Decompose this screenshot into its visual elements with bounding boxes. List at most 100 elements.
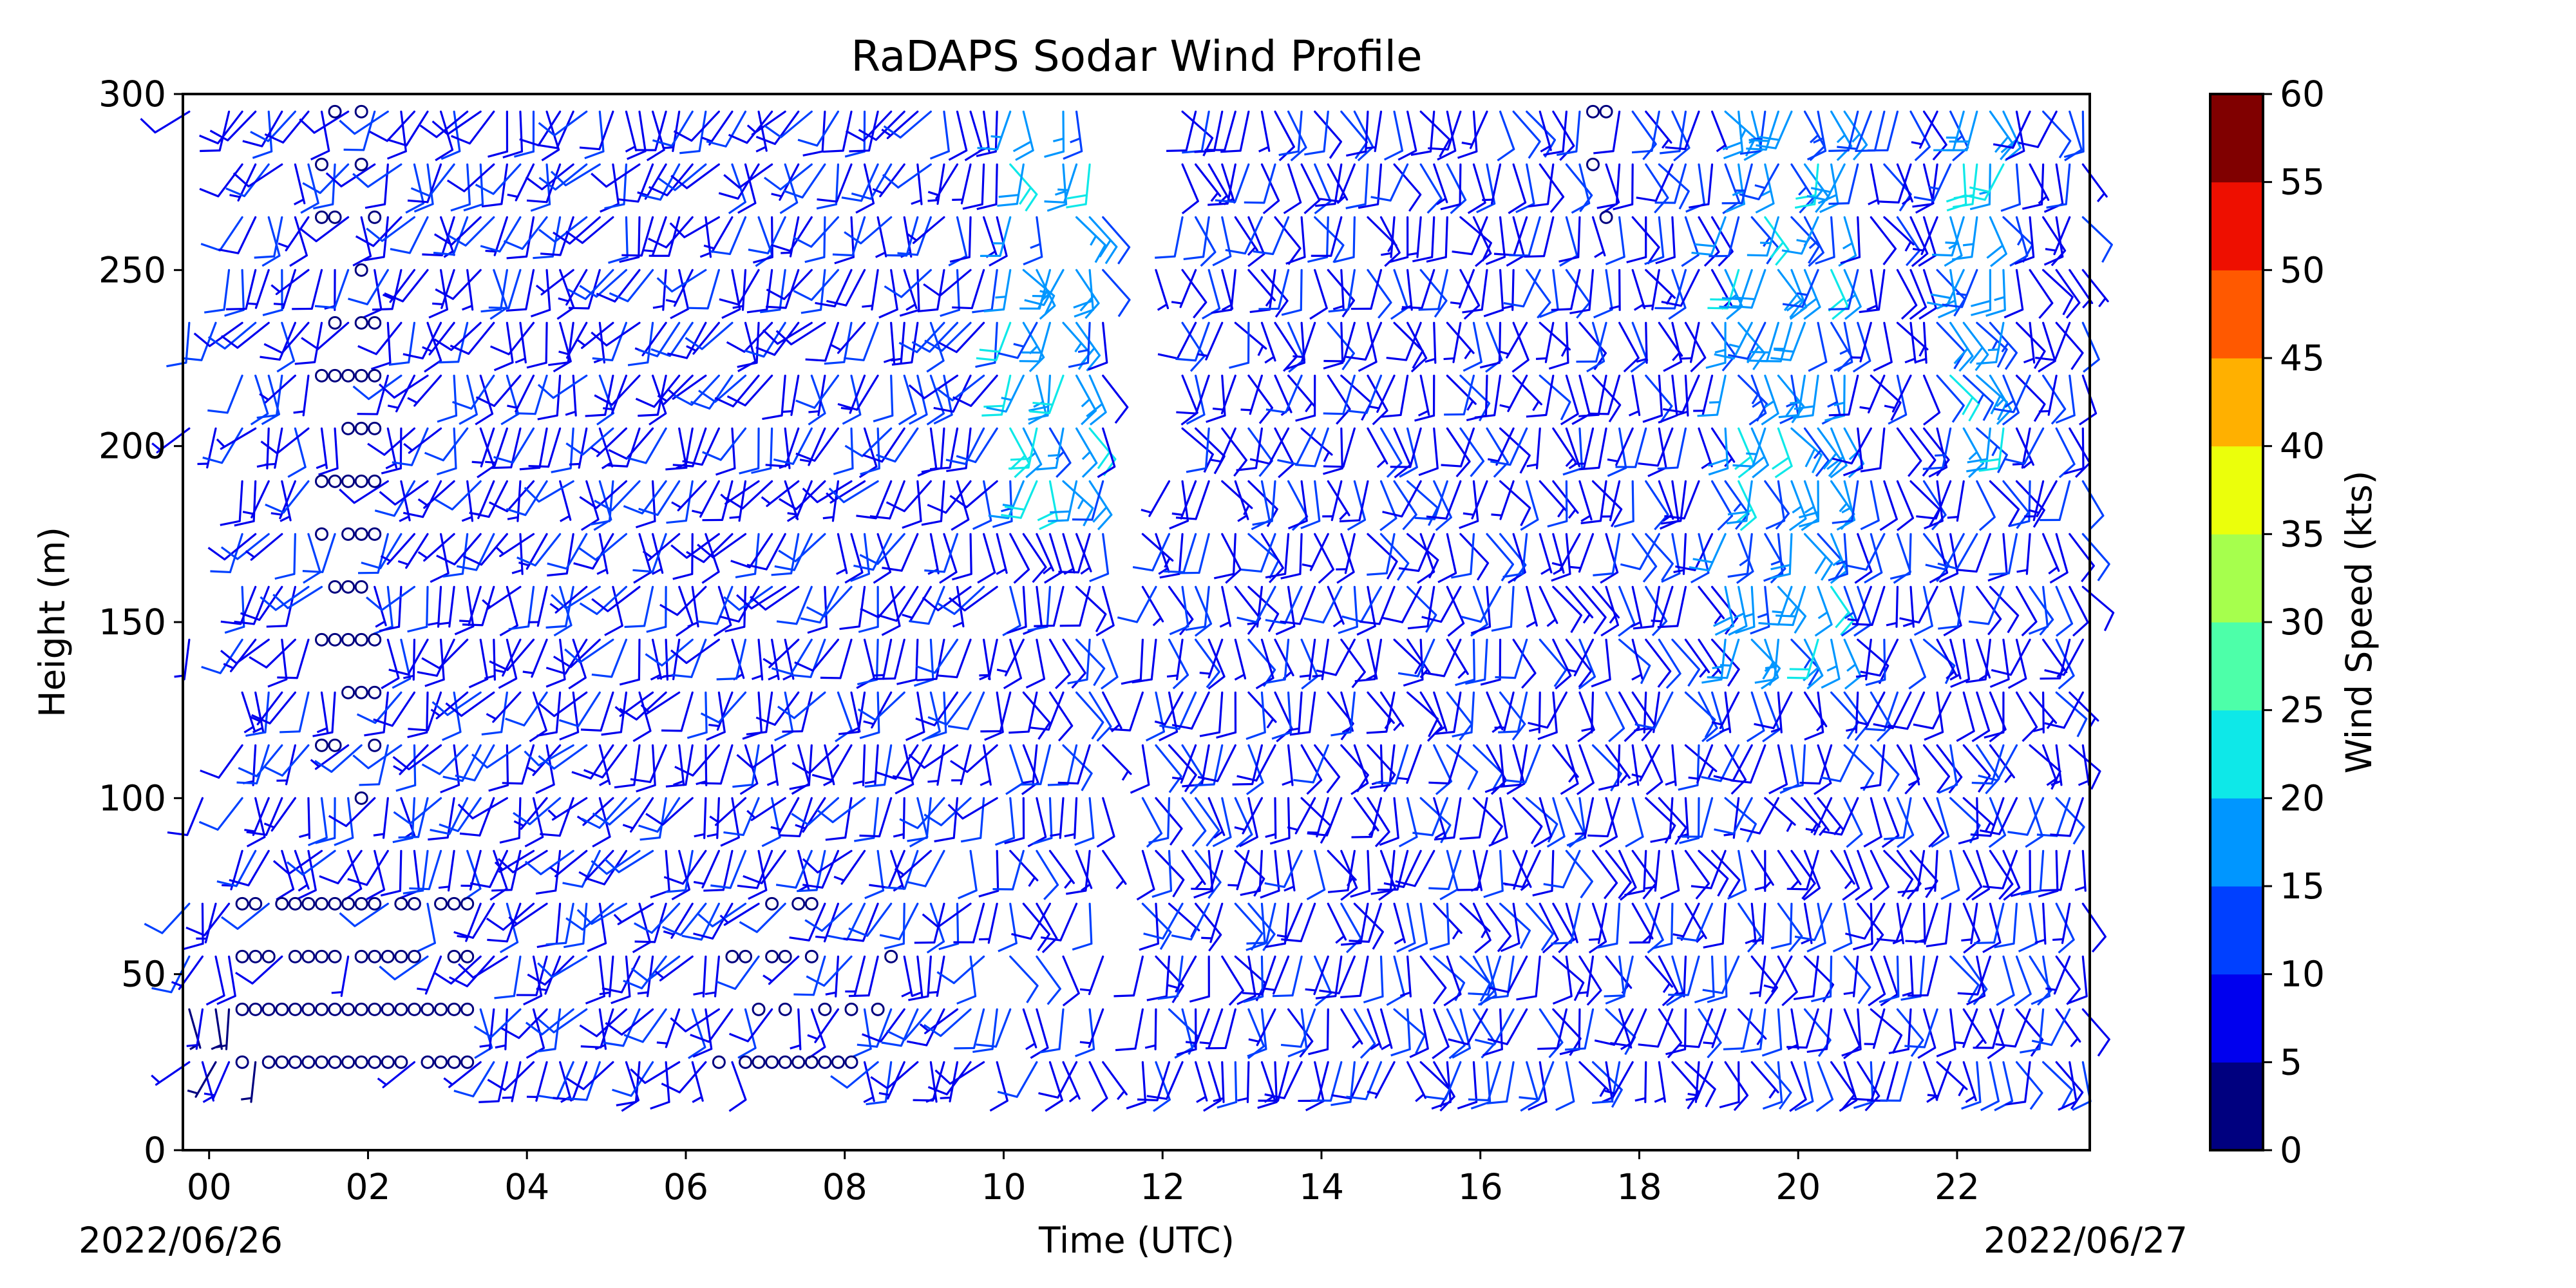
wind-barb bbox=[2023, 427, 2045, 465]
wind-barb bbox=[898, 902, 919, 941]
barb-flag bbox=[2038, 360, 2056, 373]
barb-half-flag bbox=[1868, 198, 1879, 205]
barb-flag bbox=[1967, 458, 1987, 464]
wind-barb bbox=[771, 638, 780, 681]
wind-barb bbox=[1653, 691, 1660, 734]
wind-barb bbox=[1287, 163, 1302, 204]
barb-flag bbox=[1378, 301, 1392, 319]
wind-barb bbox=[545, 321, 548, 364]
wind-barb bbox=[1790, 427, 1823, 457]
barb-flag bbox=[1815, 256, 1835, 265]
barb-half-flag bbox=[1237, 1097, 1248, 1102]
barb-half-flag bbox=[863, 1096, 874, 1103]
wind-barb bbox=[589, 744, 614, 780]
barb-flag bbox=[433, 251, 454, 256]
wind-barb bbox=[1652, 585, 1660, 628]
wind-barb bbox=[493, 374, 522, 407]
wind-barb bbox=[1419, 163, 1443, 200]
wind-barb bbox=[1062, 1061, 1081, 1100]
wind-barb bbox=[935, 638, 945, 680]
wind-barb bbox=[577, 691, 601, 728]
wind-barb bbox=[500, 163, 508, 205]
wind-barb bbox=[1565, 216, 1578, 257]
wind-barb bbox=[1195, 427, 1226, 458]
barb-flag bbox=[419, 124, 437, 138]
wind-barb bbox=[1048, 849, 1075, 884]
wind-barb bbox=[1777, 744, 1788, 786]
wind-barb bbox=[1896, 269, 1918, 307]
wind-barb bbox=[1676, 585, 1687, 627]
wind-barb bbox=[1721, 902, 1727, 945]
barb-flag bbox=[1605, 995, 1625, 1005]
wind-barb bbox=[883, 744, 893, 786]
wind-barb bbox=[556, 1061, 574, 1100]
wind-barb bbox=[1260, 1061, 1276, 1101]
wind-barb bbox=[446, 110, 482, 136]
wind-barb bbox=[1367, 374, 1388, 412]
barb-flag bbox=[1842, 887, 1860, 901]
barb-half-flag bbox=[1954, 1041, 1965, 1045]
barb-flag bbox=[1873, 723, 1893, 730]
wind-barb bbox=[968, 216, 972, 258]
barb-half-flag bbox=[1013, 343, 1025, 348]
barb-half-flag bbox=[1918, 346, 1926, 357]
wind-barb bbox=[1931, 163, 1938, 205]
wind-barb bbox=[1671, 480, 1680, 522]
barb-half-flag bbox=[746, 124, 757, 133]
wind-barb bbox=[1393, 269, 1409, 309]
barb-flag bbox=[1702, 989, 1723, 994]
barb-flag bbox=[892, 775, 913, 782]
wind-barb bbox=[886, 1061, 919, 1090]
wind-barb bbox=[422, 849, 429, 892]
wind-barb bbox=[1843, 1061, 1858, 1102]
wind-barb bbox=[598, 374, 615, 415]
wind-barb bbox=[493, 216, 508, 256]
wind-barb bbox=[265, 638, 296, 668]
wind-barb bbox=[551, 955, 588, 978]
barb-half-flag bbox=[699, 252, 711, 258]
barb-flag bbox=[706, 731, 725, 741]
barb-flag bbox=[860, 607, 879, 619]
wind-barb bbox=[665, 1008, 681, 1048]
wind-barb bbox=[1367, 585, 1376, 627]
barb-flag bbox=[1778, 413, 1799, 419]
wind-barb bbox=[1294, 797, 1316, 835]
wind-barb bbox=[794, 533, 826, 563]
wind-barb bbox=[1724, 1061, 1749, 1097]
wind-barb bbox=[275, 374, 283, 417]
wind-barb bbox=[1224, 1008, 1236, 1050]
barb-flag bbox=[751, 467, 772, 474]
barb-flag bbox=[866, 1101, 886, 1106]
barb-flag bbox=[1852, 942, 1873, 951]
barb-half-flag bbox=[770, 826, 782, 831]
barb-half-flag bbox=[1642, 934, 1652, 943]
wind-barb bbox=[423, 533, 455, 562]
wind-barb bbox=[1710, 849, 1741, 882]
barb-flag bbox=[481, 203, 502, 208]
wind-barb bbox=[1134, 1008, 1144, 1050]
barb-flag bbox=[1172, 674, 1189, 690]
barb-flag bbox=[1882, 248, 1897, 265]
wind-barb bbox=[1507, 374, 1528, 412]
wind-barb bbox=[994, 321, 998, 364]
barb-flag bbox=[596, 292, 616, 303]
wind-barb bbox=[1486, 691, 1504, 731]
barb-flag bbox=[1714, 625, 1734, 636]
wind-barb bbox=[670, 110, 694, 147]
wind-barb bbox=[1327, 585, 1345, 625]
barb-flag bbox=[697, 620, 717, 625]
wind-barb bbox=[1597, 374, 1607, 416]
wind-barb bbox=[735, 638, 747, 680]
barb-flag bbox=[1746, 823, 1757, 843]
wind-barb bbox=[1591, 902, 1607, 943]
barb-half-flag bbox=[558, 297, 569, 303]
wind-barb bbox=[1738, 585, 1748, 627]
wind-barb bbox=[925, 1008, 945, 1046]
wind-barb bbox=[1631, 691, 1656, 727]
wind-barb bbox=[1578, 427, 1584, 469]
barb-flag bbox=[1543, 883, 1564, 889]
wind-barb bbox=[1274, 691, 1293, 730]
wind-barb bbox=[685, 533, 720, 559]
wind-barb bbox=[812, 955, 826, 996]
wind-barb bbox=[1842, 374, 1846, 417]
